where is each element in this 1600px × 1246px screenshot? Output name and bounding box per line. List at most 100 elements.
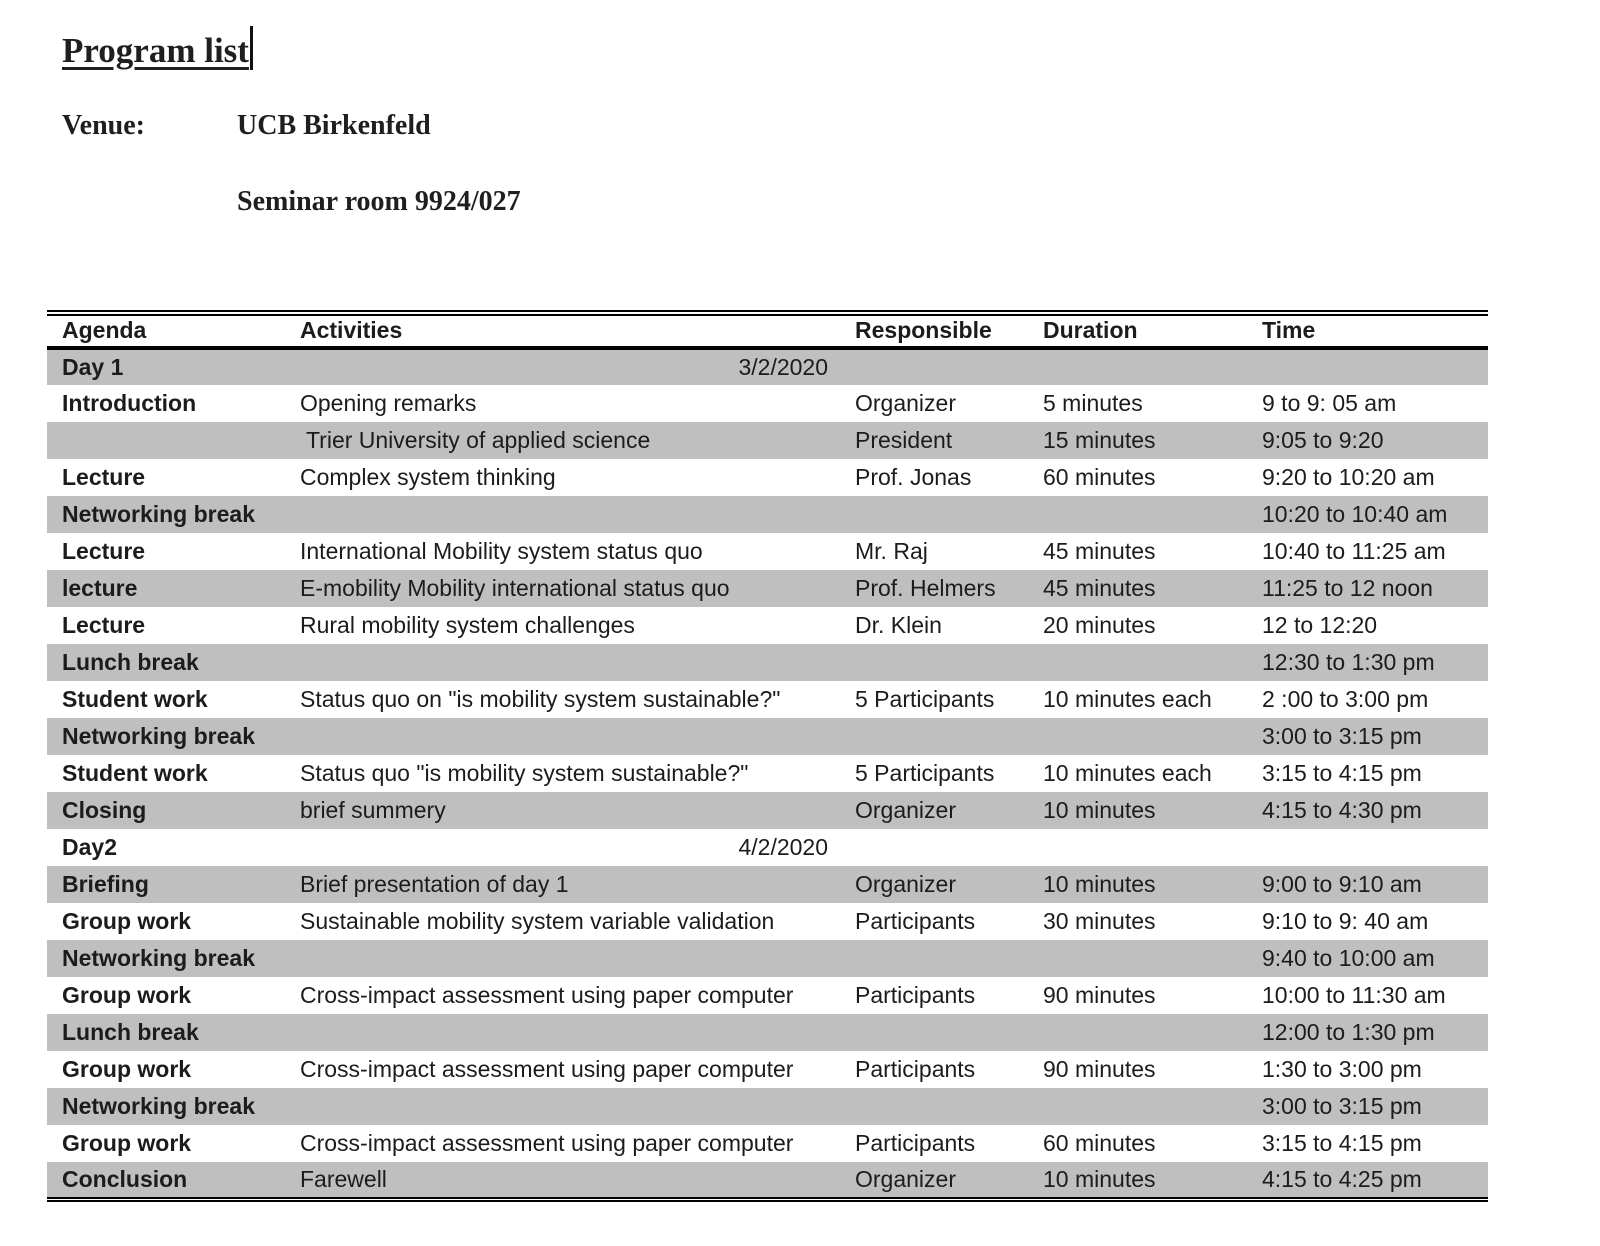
cell-responsible[interactable] bbox=[840, 348, 1028, 385]
cell-responsible[interactable] bbox=[840, 829, 1028, 866]
cell-activity[interactable]: Farewell bbox=[300, 1165, 387, 1192]
cell-responsible[interactable]: Participants bbox=[855, 1056, 976, 1082]
cell-agenda[interactable]: Networking break bbox=[62, 501, 255, 527]
cell-time[interactable]: 9:00 to 9:10 am bbox=[1262, 871, 1422, 897]
cell-agenda[interactable]: Group work bbox=[62, 982, 192, 1008]
cell-time[interactable]: 1:30 to 3:00 pm bbox=[1262, 1056, 1422, 1082]
cell-time[interactable] bbox=[1247, 829, 1488, 866]
venue-name[interactable]: UCB Birkenfeld bbox=[237, 110, 431, 141]
cell-duration[interactable] bbox=[1028, 1088, 1247, 1125]
cell-activity[interactable] bbox=[285, 496, 840, 533]
cell-responsible[interactable]: Organizer bbox=[855, 871, 956, 897]
cell-agenda[interactable]: Conclusion bbox=[62, 1165, 188, 1192]
cell-duration[interactable]: 10 minutes each bbox=[1043, 760, 1212, 786]
cell-responsible[interactable] bbox=[840, 644, 1028, 681]
cell-responsible[interactable]: Mr. Raj bbox=[855, 538, 928, 564]
cell-duration[interactable]: 45 minutes bbox=[1043, 538, 1156, 564]
cell-agenda[interactable]: Group work bbox=[62, 1130, 192, 1156]
cell-agenda[interactable]: Lecture bbox=[62, 538, 146, 564]
cell-activity[interactable]: Cross-impact assessment using paper comp… bbox=[300, 1130, 794, 1156]
cell-duration[interactable]: 30 minutes bbox=[1043, 908, 1156, 934]
cell-time[interactable]: 12 to 12:20 bbox=[1262, 612, 1378, 638]
cell-activity[interactable]: Status quo on "is mobility system sustai… bbox=[300, 686, 781, 712]
cell-duration[interactable]: 60 minutes bbox=[1043, 1130, 1156, 1156]
cell-duration[interactable]: 10 minutes each bbox=[1043, 686, 1212, 712]
cell-activity[interactable]: Rural mobility system challenges bbox=[300, 612, 635, 638]
cell-responsible[interactable]: Prof. Jonas bbox=[855, 464, 972, 490]
cell-responsible[interactable]: President bbox=[855, 427, 953, 453]
cell-responsible[interactable] bbox=[840, 940, 1028, 977]
cell-time[interactable]: 9 to 9: 05 am bbox=[1262, 390, 1397, 416]
page-title[interactable]: Program list bbox=[62, 26, 253, 71]
cell-duration[interactable]: 90 minutes bbox=[1043, 982, 1156, 1008]
cell-time[interactable]: 10:40 to 11:25 am bbox=[1262, 538, 1446, 564]
cell-activity[interactable] bbox=[285, 1088, 840, 1125]
cell-agenda[interactable]: Student work bbox=[62, 760, 208, 786]
cell-agenda[interactable] bbox=[47, 422, 285, 459]
cell-duration[interactable]: 10 minutes bbox=[1043, 797, 1156, 823]
cell-time[interactable]: 3:15 to 4:15 pm bbox=[1262, 1130, 1422, 1156]
col-header-activities[interactable]: Activities bbox=[300, 316, 403, 343]
cell-agenda[interactable]: lecture bbox=[62, 575, 138, 601]
cell-agenda[interactable]: Day 1 bbox=[62, 354, 124, 380]
cell-time[interactable]: 12:00 to 1:30 pm bbox=[1262, 1019, 1435, 1045]
col-header-agenda[interactable]: Agenda bbox=[62, 316, 147, 343]
page-title-text[interactable]: Program list bbox=[62, 31, 249, 70]
cell-duration[interactable]: 10 minutes bbox=[1043, 1165, 1156, 1192]
cell-duration[interactable]: 15 minutes bbox=[1043, 427, 1156, 453]
cell-time[interactable] bbox=[1247, 348, 1488, 385]
cell-agenda[interactable]: Introduction bbox=[62, 390, 197, 416]
cell-activity[interactable]: Brief presentation of day 1 bbox=[300, 871, 569, 897]
cell-time[interactable]: 10:20 to 10:40 am bbox=[1262, 501, 1448, 527]
venue-label[interactable]: Venue: bbox=[62, 110, 145, 141]
cell-duration[interactable] bbox=[1028, 348, 1247, 385]
cell-agenda[interactable]: Lecture bbox=[62, 612, 146, 638]
cell-responsible[interactable]: Participants bbox=[855, 908, 976, 934]
cell-duration[interactable] bbox=[1028, 940, 1247, 977]
cell-duration[interactable] bbox=[1028, 718, 1247, 755]
cell-time[interactable]: 4:15 to 4:25 pm bbox=[1262, 1165, 1422, 1192]
cell-time[interactable]: 9:40 to 10:00 am bbox=[1262, 945, 1435, 971]
cell-agenda[interactable]: Networking break bbox=[62, 723, 255, 749]
cell-responsible[interactable]: 5 Participants bbox=[855, 686, 995, 712]
cell-responsible[interactable]: Participants bbox=[855, 1130, 976, 1156]
cell-duration[interactable] bbox=[1028, 496, 1247, 533]
cell-time[interactable]: 12:30 to 1:30 pm bbox=[1262, 649, 1435, 675]
cell-responsible[interactable]: 5 Participants bbox=[855, 760, 995, 786]
col-header-responsible[interactable]: Responsible bbox=[855, 316, 992, 343]
venue-room[interactable]: Seminar room 9924/027 bbox=[237, 186, 521, 217]
cell-responsible[interactable]: Organizer bbox=[855, 1165, 956, 1192]
cell-responsible[interactable]: Dr. Klein bbox=[855, 612, 942, 638]
cell-activity[interactable]: International Mobility system status quo bbox=[300, 538, 703, 564]
cell-responsible[interactable] bbox=[840, 718, 1028, 755]
cell-activity[interactable]: 4/2/2020 bbox=[738, 834, 828, 860]
col-header-duration[interactable]: Duration bbox=[1043, 316, 1138, 343]
cell-time[interactable]: 4:15 to 4:30 pm bbox=[1262, 797, 1422, 823]
cell-time[interactable]: 2 :00 to 3:00 pm bbox=[1262, 686, 1429, 712]
cell-agenda[interactable]: Lecture bbox=[62, 464, 146, 490]
cell-responsible[interactable]: Prof. Helmers bbox=[855, 575, 996, 601]
cell-activity[interactable] bbox=[285, 718, 840, 755]
cell-time[interactable]: 3:00 to 3:15 pm bbox=[1262, 1093, 1422, 1119]
cell-activity[interactable]: Trier University of applied science bbox=[300, 427, 651, 453]
col-header-time[interactable]: Time bbox=[1262, 316, 1316, 343]
cell-responsible[interactable] bbox=[840, 496, 1028, 533]
cell-activity[interactable]: 3/2/2020 bbox=[738, 354, 828, 380]
cell-duration[interactable]: 10 minutes bbox=[1043, 871, 1156, 897]
cell-responsible[interactable]: Organizer bbox=[855, 390, 956, 416]
cell-activity[interactable]: brief summery bbox=[300, 797, 446, 823]
cell-responsible[interactable]: Participants bbox=[855, 982, 976, 1008]
cell-agenda[interactable]: Student work bbox=[62, 686, 208, 712]
cell-activity[interactable]: Cross-impact assessment using paper comp… bbox=[300, 1056, 794, 1082]
cell-responsible[interactable] bbox=[840, 1088, 1028, 1125]
cell-activity[interactable]: Sustainable mobility system variable val… bbox=[300, 908, 775, 934]
cell-agenda[interactable]: Group work bbox=[62, 908, 192, 934]
cell-time[interactable]: 9:10 to 9: 40 am bbox=[1262, 908, 1429, 934]
cell-agenda[interactable]: Networking break bbox=[62, 1093, 255, 1119]
cell-activity[interactable] bbox=[285, 644, 840, 681]
cell-activity[interactable] bbox=[285, 940, 840, 977]
cell-duration[interactable] bbox=[1028, 644, 1247, 681]
cell-duration[interactable] bbox=[1028, 1014, 1247, 1051]
cell-activity[interactable]: Opening remarks bbox=[300, 390, 477, 416]
